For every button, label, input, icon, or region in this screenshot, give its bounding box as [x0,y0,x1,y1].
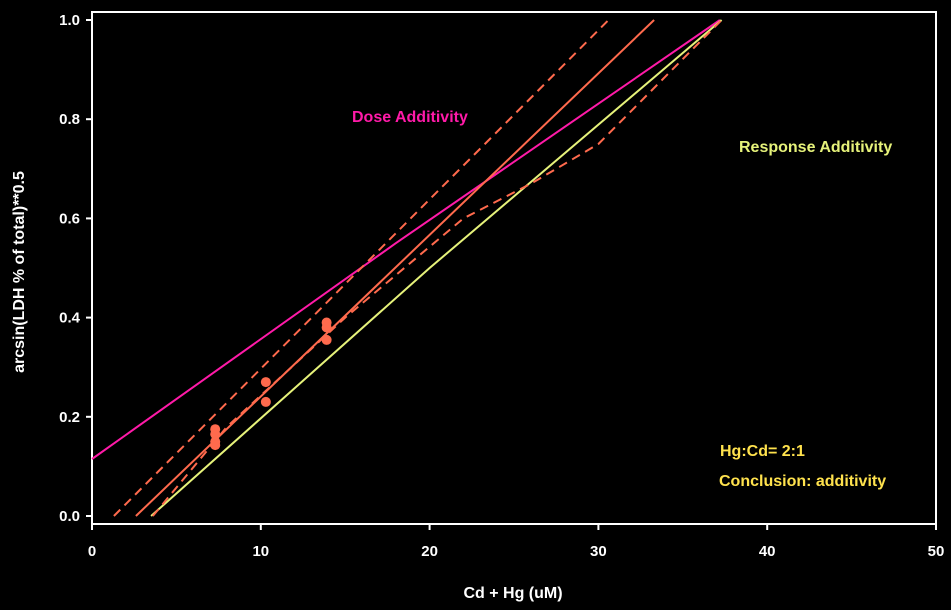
observed-point [260,396,271,407]
x-tick-label: 20 [421,543,438,560]
y-tick-label: 0.2 [59,409,80,426]
dose-additivity-label: Dose Additivity [352,109,468,126]
y-tick-label: 0.0 [59,508,80,525]
y-tick-label: 0.6 [59,210,80,227]
conclusion-label: Conclusion: additivity [719,473,886,490]
observed-point [321,322,332,333]
points-layer [210,317,332,451]
x-tick-label: 30 [590,543,607,560]
upper-band-line [113,19,610,517]
ratio-label: Hg:Cd= 2:1 [720,443,805,460]
response-additivity-line [150,19,723,517]
series-layer [91,19,723,517]
response-additivity-label: Response Additivity [739,139,892,156]
observed-point [321,334,332,345]
axes-layer: 0 10 20 30 40 50 0.0 0.2 0.4 0.6 0.8 1.0 [59,11,945,560]
y-tick-label: 1.0 [59,12,80,29]
observed-point [210,440,221,451]
observed-point [210,429,221,440]
y-tick-label: 0.8 [59,111,80,128]
y-axis-title: arcsin(LDH % of total)**0.5 [11,171,28,373]
x-tick-label: 40 [759,543,776,560]
y-tick-label: 0.4 [59,310,81,327]
x-axis-title: Cd + Hg (uM) [463,585,562,602]
x-tick-label: 10 [252,543,269,560]
observed-point [260,377,271,388]
dose-additivity-line [91,19,721,460]
x-tick-label: 0 [88,543,96,560]
plot-frame [91,11,937,525]
x-tick-label: 50 [928,543,945,560]
lower-band-line [152,19,723,517]
